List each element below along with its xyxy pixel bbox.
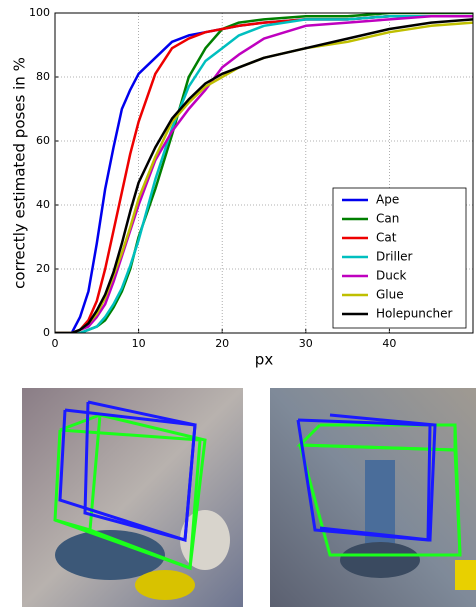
y-tick-label: 40 bbox=[36, 198, 50, 211]
x-tick-label: 20 bbox=[215, 337, 229, 350]
example-images bbox=[22, 388, 476, 607]
est-box bbox=[58, 400, 197, 543]
y-axis-title: correctly estimated poses in % bbox=[11, 57, 29, 289]
legend-label: Ape bbox=[376, 193, 399, 207]
y-tick-label: 0 bbox=[43, 326, 50, 339]
y-tick-label: 60 bbox=[36, 134, 50, 147]
legend-label: Holepuncher bbox=[376, 307, 452, 321]
object bbox=[340, 542, 420, 578]
gt-box bbox=[53, 413, 207, 571]
legend-label: Duck bbox=[376, 269, 406, 283]
object bbox=[55, 530, 165, 580]
est-box bbox=[296, 413, 437, 542]
x-tick-label: 0 bbox=[52, 337, 59, 350]
y-tick-label: 100 bbox=[29, 6, 50, 19]
legend-label: Can bbox=[376, 212, 399, 226]
x-tick-label: 40 bbox=[382, 337, 396, 350]
y-tick-label: 80 bbox=[36, 70, 50, 83]
series-line bbox=[55, 18, 473, 333]
x-tick-label: 30 bbox=[299, 337, 313, 350]
series-line bbox=[55, 14, 473, 333]
legend-label: Driller bbox=[376, 250, 413, 264]
legend-label: Cat bbox=[376, 231, 397, 245]
object bbox=[455, 560, 476, 590]
x-axis-title: px bbox=[255, 351, 274, 369]
object bbox=[135, 570, 195, 600]
x-tick-label: 10 bbox=[132, 337, 146, 350]
legend-label: Glue bbox=[376, 288, 404, 302]
series-line bbox=[55, 14, 473, 333]
y-tick-label: 20 bbox=[36, 262, 50, 275]
plot-frame bbox=[54, 12, 474, 334]
